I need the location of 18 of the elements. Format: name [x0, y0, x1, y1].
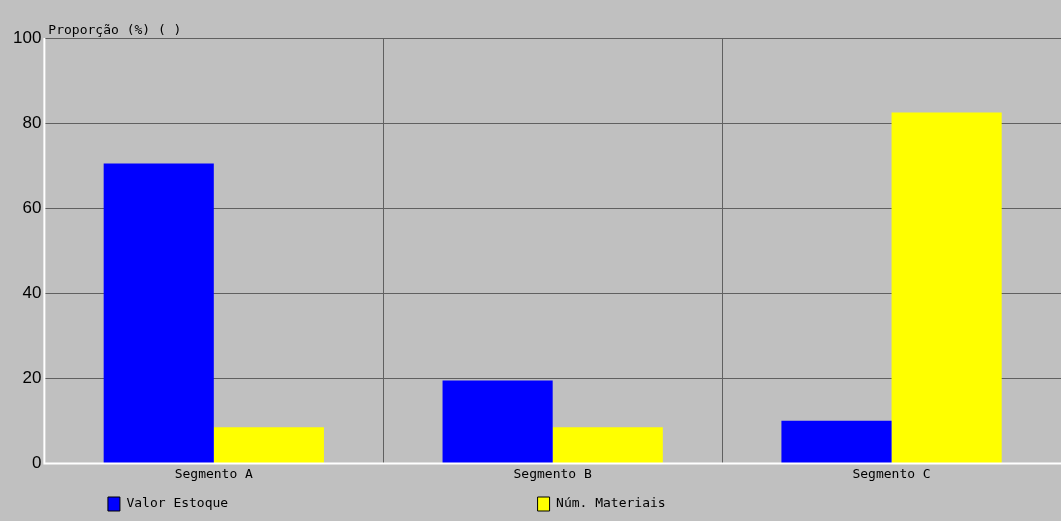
bar	[891, 112, 1002, 463]
x-tick-label: Segmento A	[174, 465, 254, 481]
y-tick-label: 60	[22, 197, 42, 217]
y-tick-label: 100	[12, 27, 42, 47]
legend-label: Núm. Materiais	[556, 495, 964, 511]
y-tick-label: 20	[22, 368, 42, 388]
y-axis-title: Proporção (%) ( )	[48, 21, 182, 37]
bar	[781, 420, 892, 463]
bar	[103, 163, 214, 463]
y-tick-label: 80	[22, 112, 42, 132]
x-tick-label: Segmento C	[852, 465, 931, 481]
y-tick-label: 0	[31, 453, 42, 473]
bar	[442, 380, 553, 463]
legend-label: Valor Estoque	[126, 495, 526, 511]
bar	[213, 427, 324, 463]
x-tick-label: Segmento B	[513, 465, 592, 481]
y-tick-label: 40	[22, 282, 42, 302]
bar	[552, 427, 663, 463]
